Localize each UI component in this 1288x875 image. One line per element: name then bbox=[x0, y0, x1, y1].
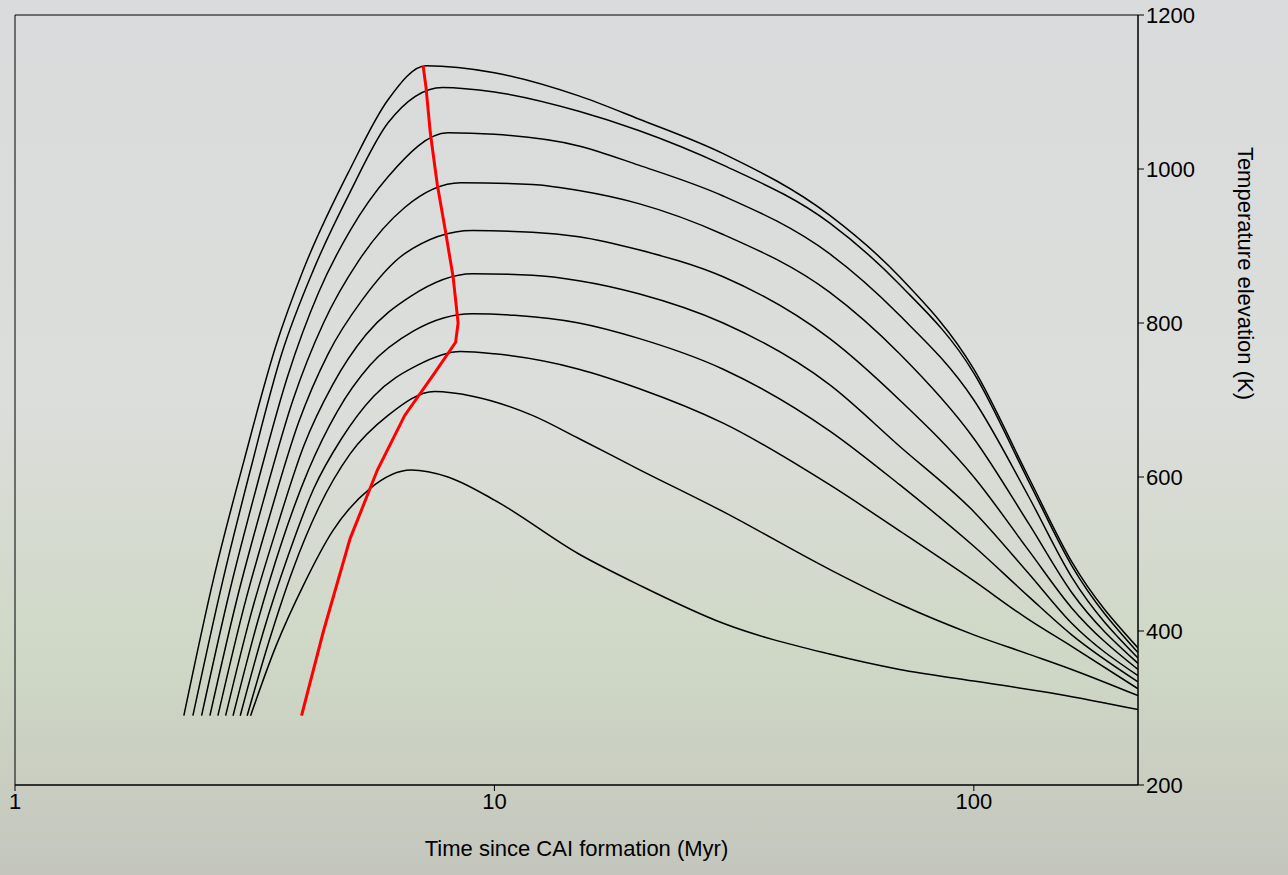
svg-text:Temperature elevation (K): Temperature elevation (K) bbox=[1233, 147, 1258, 400]
svg-text:10: 10 bbox=[482, 789, 506, 814]
svg-text:1200: 1200 bbox=[1146, 3, 1195, 28]
svg-text:1: 1 bbox=[9, 789, 21, 814]
svg-text:1000: 1000 bbox=[1146, 157, 1195, 182]
svg-text:600: 600 bbox=[1146, 465, 1183, 490]
svg-text:400: 400 bbox=[1146, 619, 1183, 644]
svg-text:100: 100 bbox=[955, 789, 992, 814]
svg-text:800: 800 bbox=[1146, 311, 1183, 336]
svg-text:200: 200 bbox=[1146, 773, 1183, 798]
svg-text:Time since CAI formation (Myr): Time since CAI formation (Myr) bbox=[425, 836, 729, 861]
